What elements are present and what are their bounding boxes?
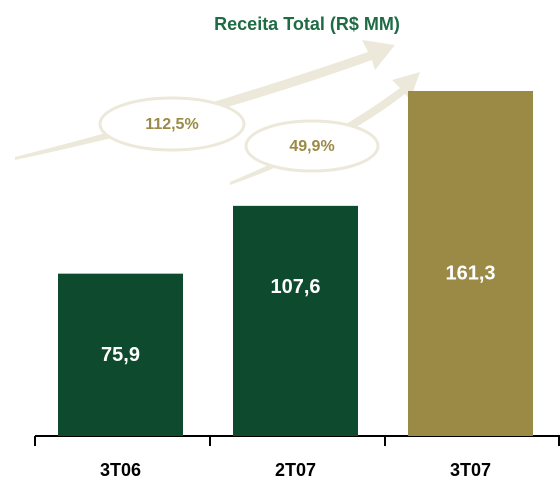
annotation-bubble bbox=[98, 96, 246, 152]
chart-title: Receita Total (R$ MM) bbox=[214, 14, 400, 34]
annotation-bubble bbox=[244, 119, 380, 173]
value-label: 107,6 bbox=[270, 276, 320, 298]
value-label: 161,3 bbox=[445, 262, 495, 284]
bar bbox=[233, 205, 358, 436]
growth-arrow bbox=[15, 40, 395, 160]
growth-arrow bbox=[230, 72, 420, 185]
value-label: 75,9 bbox=[101, 344, 140, 366]
annotation: 49,9% bbox=[289, 138, 334, 155]
bar bbox=[408, 91, 533, 436]
x-tick-label: 2T07 bbox=[275, 460, 316, 480]
annotation: 112,5% bbox=[145, 116, 198, 133]
x-tick-label: 3T06 bbox=[100, 460, 141, 480]
x-tick-label: 3T07 bbox=[450, 460, 491, 480]
bar bbox=[58, 273, 183, 436]
